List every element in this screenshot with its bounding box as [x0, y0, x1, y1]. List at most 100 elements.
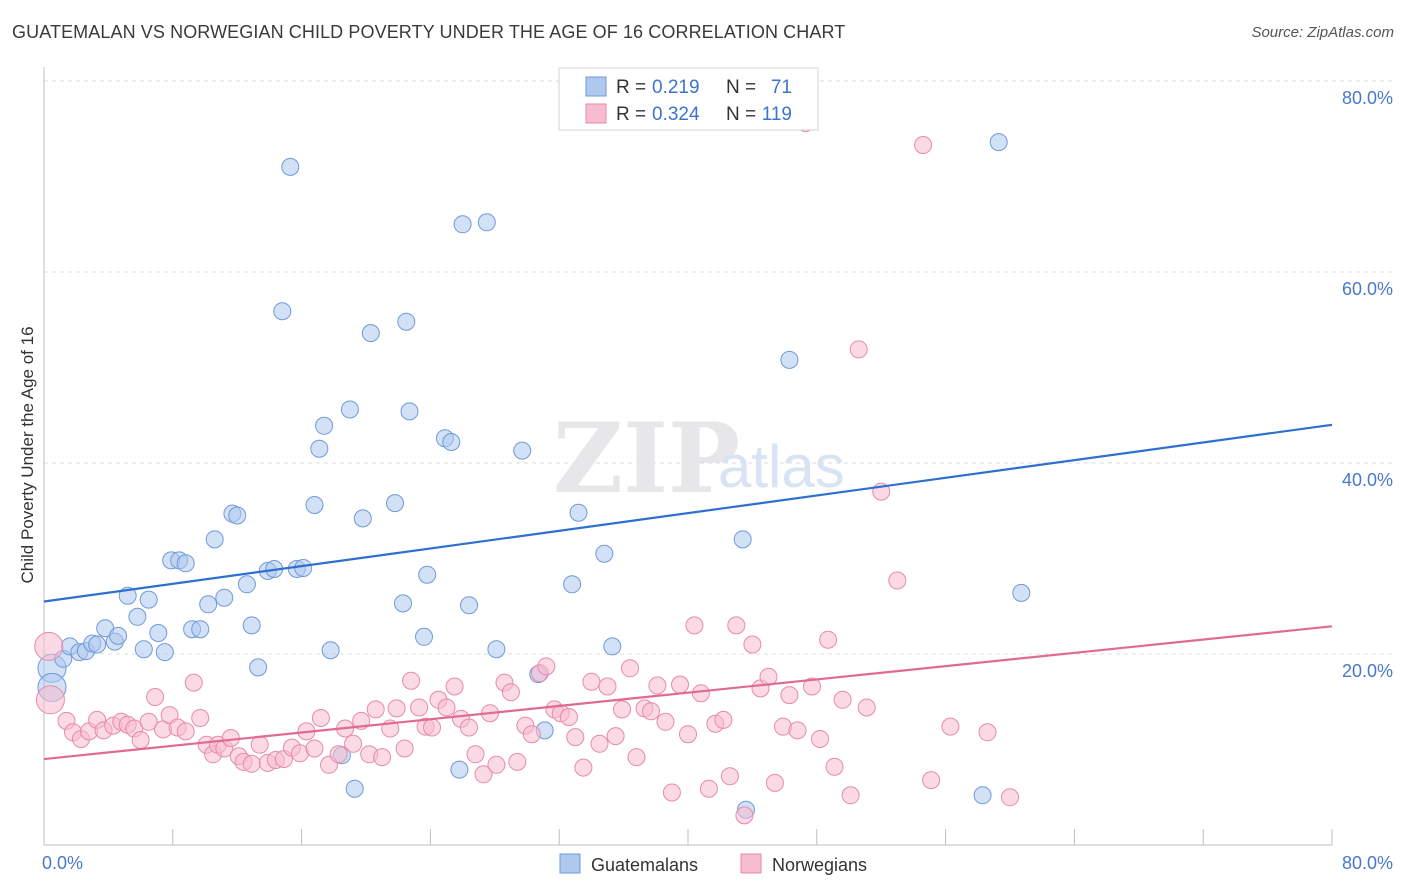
norwegians-point	[305, 739, 324, 758]
norwegians-point	[857, 698, 876, 717]
guatemalans-point	[305, 496, 324, 514]
legend-n-label-1: N =	[726, 77, 756, 98]
guatemalans-point	[450, 760, 469, 779]
norwegians-point	[344, 734, 363, 753]
norwegians-point	[410, 698, 429, 717]
norwegians-point	[598, 677, 617, 696]
guatemalans-point	[345, 779, 364, 798]
norwegians-point	[566, 728, 585, 747]
norwegians-point	[387, 699, 406, 718]
guatemalans-point	[149, 624, 168, 642]
y-tick-label-20: 20.0%	[1342, 661, 1393, 681]
norwegians-point	[671, 675, 689, 694]
guatemalans-point	[453, 215, 472, 234]
norwegians-point	[373, 748, 392, 767]
bottom-legend-label-norwegians: Norwegians	[772, 855, 867, 875]
norwegians-point	[250, 735, 269, 754]
guatemalans-point	[361, 324, 380, 343]
guatemalans-point	[780, 350, 799, 369]
norwegians-point	[146, 688, 165, 706]
norwegians-point	[1001, 788, 1019, 807]
y-tick-label-80: 80.0%	[1342, 88, 1393, 108]
norwegians-point	[825, 757, 844, 776]
source-label: Source: ZipAtlas.com	[1251, 24, 1394, 41]
guatemalans-point	[340, 400, 359, 419]
norwegians-point	[627, 748, 646, 767]
legend-r-value-2: 0.324	[652, 104, 700, 125]
norwegians-point	[34, 631, 64, 661]
legend-n-value-2: 119	[762, 104, 792, 125]
norwegians-point	[656, 712, 675, 731]
norwegians-point	[642, 702, 660, 721]
norwegians-point	[184, 673, 203, 692]
guatemalans-point	[242, 616, 261, 635]
guatemalans-point	[321, 641, 340, 660]
norwegians-point	[131, 731, 150, 749]
norwegians-point	[888, 571, 907, 590]
x-axis-ticks	[43, 829, 1333, 845]
guatemalans-point	[418, 565, 437, 584]
norwegians-point	[914, 136, 933, 154]
norwegians-trend-line	[43, 625, 1333, 761]
guatemalans-point	[973, 786, 992, 805]
watermark-zip: ZIP	[553, 402, 740, 515]
norwegians-point	[366, 700, 385, 719]
guatemalans-point	[134, 640, 153, 659]
legend-swatch-norwegians	[585, 103, 607, 124]
norwegians-point	[819, 630, 838, 649]
norwegians-point	[714, 710, 733, 729]
guatemalans-point	[228, 506, 247, 525]
legend-bottom: Guatemalans Norwegians	[559, 853, 867, 875]
guatemalans-point	[176, 554, 195, 573]
guatemalans-point	[273, 302, 292, 321]
norwegians-point	[648, 676, 667, 695]
guatemalans-point	[191, 620, 210, 639]
norwegians-point	[35, 685, 65, 715]
legend-swatch-guatemalans	[585, 76, 607, 97]
norwegians-point	[395, 739, 414, 758]
guatemalans-point	[139, 590, 158, 609]
norwegians-point	[242, 754, 261, 773]
y-tick-label-40: 40.0%	[1342, 470, 1393, 490]
guatemalans-point	[733, 530, 752, 549]
guatemalans-point	[386, 494, 404, 513]
norwegians-points	[34, 114, 1019, 825]
watermark-atlas: atlas	[718, 433, 845, 500]
norwegians-point	[849, 340, 868, 359]
guatemalans-point	[199, 595, 218, 614]
x-min-label: 0.0%	[42, 853, 83, 873]
bottom-legend-swatch-norwegians	[740, 853, 762, 874]
norwegians-point	[922, 771, 941, 790]
guatemalans-point	[569, 503, 588, 522]
guatemalans-points	[37, 133, 1031, 819]
y-tick-label-60: 60.0%	[1342, 279, 1393, 299]
norwegians-point	[788, 721, 807, 740]
norwegians-point	[765, 773, 784, 792]
norwegians-point	[662, 783, 681, 802]
norwegians-point	[582, 672, 601, 691]
norwegians-point	[780, 686, 799, 705]
guatemalans-point	[237, 575, 256, 594]
norwegians-point	[590, 734, 609, 753]
norwegians-point	[685, 616, 704, 635]
y-axis-label: Child Poverty Under the Age of 16	[18, 326, 37, 583]
norwegians-point	[191, 709, 210, 727]
guatemalans-point	[294, 559, 313, 577]
legend-r-label-1: R =	[616, 77, 646, 98]
guatemalans-point	[281, 157, 300, 176]
guatemalans-point	[989, 133, 1008, 152]
legend-r-label-2: R =	[616, 104, 646, 125]
norwegians-point	[574, 758, 593, 777]
norwegians-point	[221, 729, 240, 747]
norwegians-point	[941, 717, 960, 736]
norwegians-point	[743, 635, 762, 654]
guatemalans-point	[603, 637, 622, 656]
guatemalans-trend-line	[43, 423, 1333, 603]
norwegians-point	[522, 725, 541, 744]
norwegians-point	[727, 616, 746, 635]
norwegians-point	[311, 709, 330, 727]
norwegians-point	[811, 730, 829, 748]
x-max-label: 80.0%	[1342, 853, 1393, 873]
norwegians-point	[329, 745, 348, 764]
